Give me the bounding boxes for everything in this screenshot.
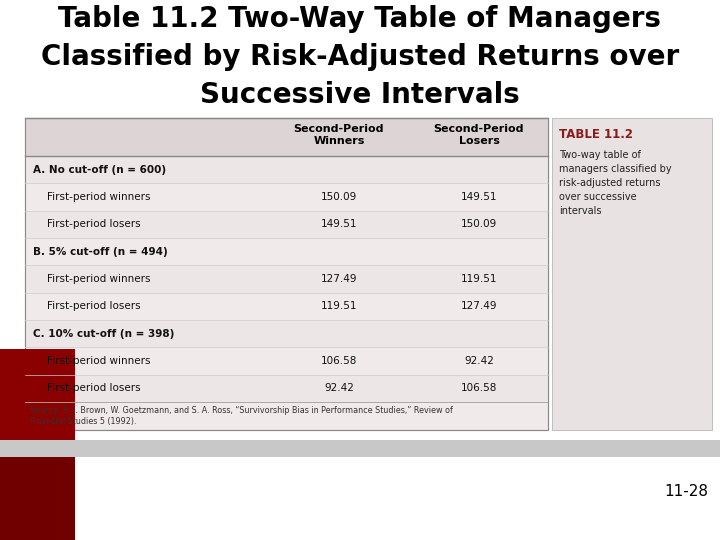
FancyBboxPatch shape [25,320,548,347]
Text: Second-Period
Winners: Second-Period Winners [294,124,384,146]
Text: 119.51: 119.51 [461,274,498,284]
FancyBboxPatch shape [0,457,75,540]
Text: Second-Period
Losers: Second-Period Losers [433,124,524,146]
FancyBboxPatch shape [25,118,548,156]
Text: Classified by Risk-Adjusted Returns over: Classified by Risk-Adjusted Returns over [41,43,679,71]
Text: Two-way table of
managers classified by
risk-adjusted returns
over successive
in: Two-way table of managers classified by … [559,150,672,216]
FancyBboxPatch shape [0,349,75,440]
FancyBboxPatch shape [25,375,548,402]
Text: First-period losers: First-period losers [47,301,140,312]
Text: 150.09: 150.09 [321,192,357,202]
FancyBboxPatch shape [25,293,548,320]
Text: TABLE 11.2: TABLE 11.2 [559,128,633,141]
Text: 92.42: 92.42 [464,356,494,366]
Text: C. 10% cut-off (n = 398): C. 10% cut-off (n = 398) [33,329,174,339]
Text: 149.51: 149.51 [461,192,498,202]
Text: First-period winners: First-period winners [47,192,150,202]
FancyBboxPatch shape [25,238,548,265]
Text: A. No cut-off (n = 600): A. No cut-off (n = 600) [33,165,166,174]
Text: 11-28: 11-28 [664,484,708,500]
Text: 127.49: 127.49 [461,301,498,312]
Text: 150.09: 150.09 [461,219,497,230]
FancyBboxPatch shape [0,405,75,440]
Text: 149.51: 149.51 [320,219,357,230]
FancyBboxPatch shape [25,265,548,293]
Text: Successive Intervals: Successive Intervals [200,81,520,109]
Text: 119.51: 119.51 [320,301,357,312]
FancyBboxPatch shape [25,211,548,238]
FancyBboxPatch shape [25,184,548,211]
FancyBboxPatch shape [25,118,548,430]
FancyBboxPatch shape [25,347,548,375]
FancyBboxPatch shape [25,156,548,184]
Text: 127.49: 127.49 [320,274,357,284]
Text: First-period winners: First-period winners [47,274,150,284]
Text: 106.58: 106.58 [321,356,357,366]
Text: B. 5% cut-off (n = 494): B. 5% cut-off (n = 494) [33,247,168,256]
Text: Source: S. J. Brown, W. Goetzmann, and S. A. Ross, “Survivorship Bias in Perform: Source: S. J. Brown, W. Goetzmann, and S… [30,406,453,427]
Text: 106.58: 106.58 [461,383,498,393]
Text: First-period losers: First-period losers [47,219,140,230]
FancyBboxPatch shape [552,118,712,430]
Text: 92.42: 92.42 [324,383,354,393]
FancyBboxPatch shape [0,440,720,457]
Text: First-period winners: First-period winners [47,356,150,366]
Text: Table 11.2 Two-Way Table of Managers: Table 11.2 Two-Way Table of Managers [58,5,662,33]
Text: First-period losers: First-period losers [47,383,140,393]
